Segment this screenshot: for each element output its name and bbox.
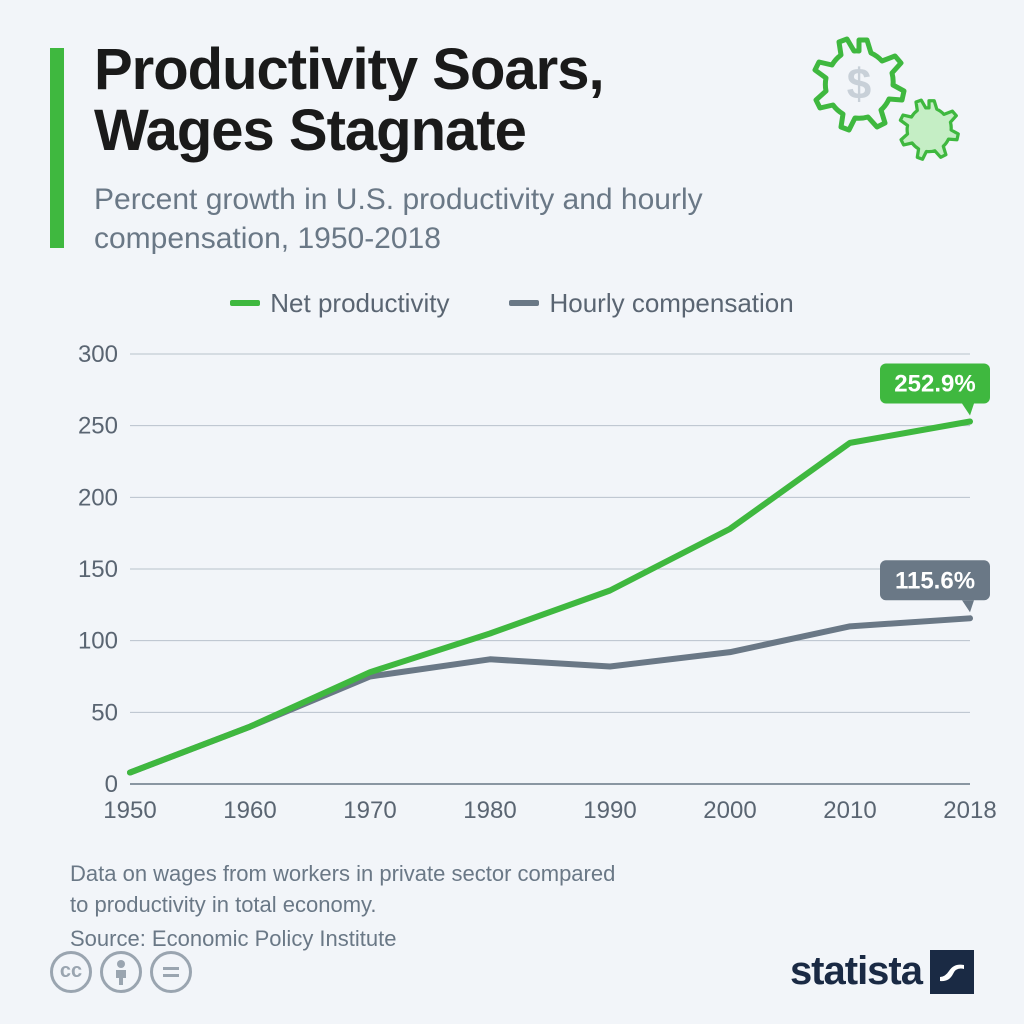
cc-text: cc [60, 960, 82, 983]
callout: 115.6% [880, 560, 990, 612]
license-icons: cc [50, 951, 192, 993]
legend-label-1: Net productivity [270, 288, 449, 319]
y-tick-label: 200 [78, 484, 118, 511]
legend-item-productivity: Net productivity [230, 288, 449, 319]
x-tick-label: 1980 [463, 797, 516, 824]
accent-bar [50, 48, 64, 248]
header-row: Productivity Soars, Wages Stagnate Perce… [50, 40, 974, 258]
data-line [130, 618, 970, 772]
y-tick-label: 300 [78, 341, 118, 368]
x-tick-label: 1970 [343, 797, 396, 824]
attribution-icon [100, 951, 142, 993]
y-tick-label: 50 [91, 699, 118, 726]
legend-item-compensation: Hourly compensation [509, 288, 793, 319]
x-tick-label: 2018 [943, 797, 996, 824]
chart-title: Productivity Soars, Wages Stagnate [94, 40, 774, 162]
y-tick-label: 0 [105, 771, 118, 798]
chart-area: 0 50 100 150 200 250 300 1950 1960 1970 1980 1990 20… [70, 334, 974, 834]
callout: 252.9% [880, 363, 990, 415]
line-chart-svg: 0 50 100 150 200 250 300 1950 1960 1970 1980 1990 20… [70, 334, 1000, 834]
note-line-2: to productivity in total economy. [70, 890, 974, 921]
bottom-row: cc statista [50, 949, 974, 994]
title-line-1: Productivity Soars, [94, 37, 604, 102]
legend-swatch-1 [230, 300, 260, 306]
data-line [130, 421, 970, 772]
x-tick-label: 2000 [703, 797, 756, 824]
x-tick-label: 2010 [823, 797, 876, 824]
callout-label: 252.9% [894, 370, 975, 397]
legend-swatch-2 [509, 300, 539, 306]
gears-dollar-icon: $ [804, 30, 974, 180]
x-tick-label: 1990 [583, 797, 636, 824]
y-tick-label: 250 [78, 412, 118, 439]
footer-notes: Data on wages from workers in private se… [70, 859, 974, 955]
y-tick-label: 100 [78, 627, 118, 654]
callout-label: 115.6% [895, 567, 975, 594]
statista-text: statista [790, 949, 922, 994]
title-block: Productivity Soars, Wages Stagnate Perce… [94, 40, 774, 258]
svg-text:$: $ [847, 60, 871, 109]
statista-mark-icon [930, 950, 974, 994]
chart-legend: Net productivity Hourly compensation [50, 288, 974, 319]
x-tick-label: 1960 [223, 797, 276, 824]
note-line-1: Data on wages from workers in private se… [70, 859, 974, 890]
title-line-2: Wages Stagnate [94, 98, 526, 163]
y-tick-label: 150 [78, 556, 118, 583]
cc-icon: cc [50, 951, 92, 993]
no-derivatives-icon [150, 951, 192, 993]
legend-label-2: Hourly compensation [549, 288, 793, 319]
x-tick-label: 1950 [103, 797, 156, 824]
chart-subtitle: Percent growth in U.S. productivity and … [94, 180, 774, 258]
infographic-container: Productivity Soars, Wages Stagnate Perce… [0, 0, 1024, 1024]
statista-logo: statista [790, 949, 974, 994]
